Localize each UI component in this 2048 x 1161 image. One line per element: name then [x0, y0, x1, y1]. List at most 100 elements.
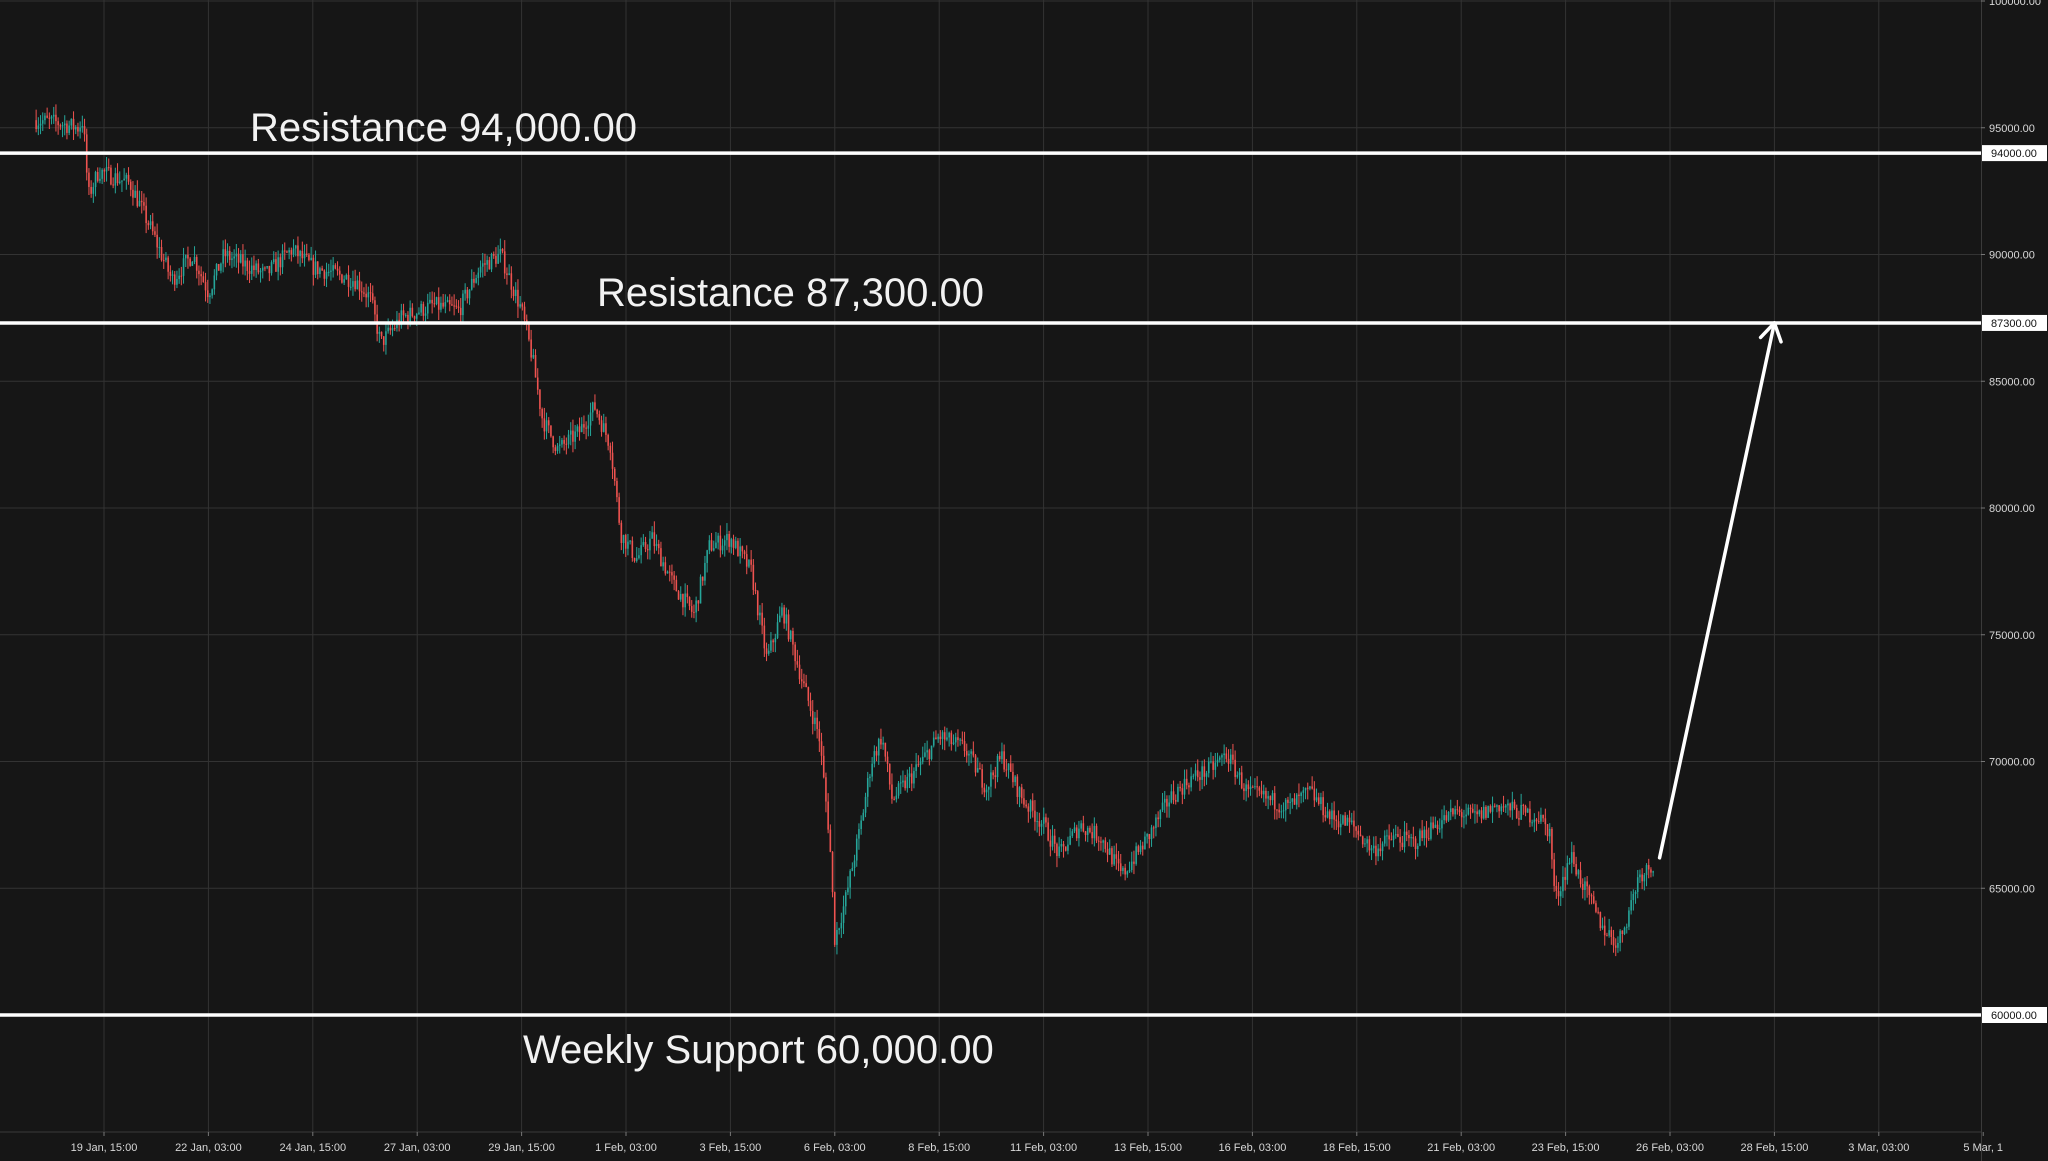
candle-body — [728, 533, 730, 547]
candle-body — [1304, 787, 1307, 791]
candle-body — [1212, 761, 1214, 770]
candle-body — [195, 257, 198, 271]
candle-body — [1042, 817, 1045, 824]
candle-body — [1511, 801, 1514, 811]
price-tick-label: 65000.00 — [1989, 883, 2035, 895]
candle-body — [1601, 925, 1604, 929]
candle-body — [1408, 835, 1410, 839]
candle-body — [294, 245, 297, 249]
candle-body — [125, 174, 128, 179]
candle-body — [213, 275, 216, 290]
candle-body — [697, 600, 700, 604]
candle-body — [1188, 785, 1190, 788]
candle-body — [591, 402, 594, 413]
candle-body — [1289, 801, 1291, 803]
candle-body — [442, 302, 444, 307]
level-price-badge-label: 60000.00 — [1991, 1010, 2037, 1022]
candle-body — [1500, 806, 1503, 812]
candle-body — [1353, 820, 1355, 827]
candle-body — [796, 661, 799, 665]
candle-body — [844, 892, 847, 907]
candle-body — [1647, 865, 1650, 870]
candle-body — [103, 169, 106, 172]
candle-body — [1328, 811, 1331, 820]
candle-body — [1619, 930, 1621, 943]
candle-body — [717, 535, 719, 543]
candle-body — [1267, 796, 1269, 799]
candle-body — [1579, 870, 1582, 885]
candle-body — [919, 761, 922, 765]
candle-body — [1097, 840, 1100, 842]
candle-body — [382, 336, 385, 345]
candle-body — [1256, 786, 1258, 788]
candle-body — [763, 625, 766, 649]
candle-body — [1639, 874, 1641, 878]
candle-body — [63, 123, 66, 126]
candle-body — [1344, 815, 1346, 826]
candle-body — [176, 278, 178, 285]
candle-body — [622, 535, 625, 544]
candle-body — [660, 548, 662, 567]
candle-body — [1113, 854, 1115, 865]
time-tick-label: 28 Feb, 15:00 — [1740, 1142, 1808, 1154]
candle-body — [1119, 863, 1122, 871]
candle-body — [204, 282, 207, 291]
candle-body — [1133, 861, 1135, 864]
candle-body — [1243, 788, 1245, 792]
candle-body — [563, 440, 565, 444]
candle-body — [248, 271, 251, 274]
candle-body — [781, 607, 783, 616]
level-price-badge-label: 87300.00 — [1991, 318, 2037, 330]
candle-body — [1172, 791, 1175, 800]
candle-body — [1630, 900, 1632, 911]
candle-body — [939, 736, 942, 740]
candle-body — [343, 279, 345, 283]
candle-body — [1144, 836, 1146, 850]
candle-body — [510, 273, 513, 290]
candle-body — [646, 548, 649, 551]
candle-body — [224, 249, 227, 257]
candle-body — [407, 314, 409, 323]
candle-body — [499, 248, 502, 254]
candle-body — [539, 389, 541, 409]
candle-body — [275, 259, 277, 272]
candle-body — [1548, 828, 1551, 837]
candle-body — [470, 278, 473, 290]
candle-body — [1557, 890, 1560, 897]
candle-body — [1280, 811, 1283, 813]
candle-body — [297, 245, 299, 257]
time-tick-label: 1 Feb, 03:00 — [595, 1142, 657, 1154]
candle-body — [1009, 763, 1012, 772]
candle-body — [624, 535, 627, 549]
candle-body — [589, 412, 592, 426]
candle-body — [789, 630, 792, 640]
candle-body — [1018, 787, 1021, 797]
candle-body — [327, 271, 330, 273]
candle-body — [1566, 863, 1569, 880]
level-price-badge — [1982, 1007, 2047, 1023]
candle-body — [528, 324, 530, 340]
candle-body — [1625, 926, 1628, 928]
candle-body — [1148, 834, 1151, 840]
candle-body — [1641, 874, 1643, 882]
candle-body — [1447, 811, 1450, 821]
candle-body — [1493, 805, 1496, 807]
candle-body — [1223, 753, 1225, 756]
candle-body — [1326, 811, 1329, 818]
candle-body — [1515, 807, 1518, 819]
candle-body — [1300, 792, 1302, 797]
candle-body — [693, 611, 695, 613]
candle-body — [1592, 896, 1595, 904]
candle-body — [290, 250, 293, 255]
candle-body — [1034, 810, 1036, 822]
candle-body — [1467, 807, 1470, 815]
candle-body — [1342, 815, 1344, 824]
candle-body — [699, 576, 702, 604]
candle-body — [1091, 832, 1093, 839]
candle-body — [1309, 786, 1311, 789]
candle-body — [1350, 820, 1353, 823]
candle-body — [1621, 930, 1624, 935]
candle-body — [200, 274, 202, 277]
candle-body — [237, 253, 240, 263]
candle-body — [662, 562, 664, 567]
